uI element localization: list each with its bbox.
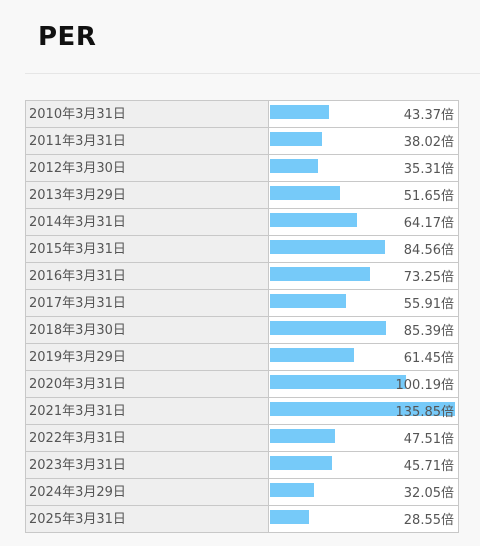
bar-cell: 38.02倍 xyxy=(269,128,458,154)
table-row: 2019年3月29日 61.45倍 xyxy=(26,344,458,371)
per-bar xyxy=(270,510,309,524)
table-row: 2010年3月31日 43.37倍 xyxy=(26,101,458,128)
date-label: 2018年3月30日 xyxy=(26,317,269,343)
bar-cell: 135.85倍 xyxy=(269,398,458,424)
per-value-label: 35.31倍 xyxy=(403,162,454,177)
bar-cell: 32.05倍 xyxy=(269,479,458,505)
date-label: 2013年3月29日 xyxy=(26,182,269,208)
per-value-label: 47.51倍 xyxy=(403,432,454,447)
table-row: 2020年3月31日 100.19倍 xyxy=(26,371,458,398)
bar-cell: 64.17倍 xyxy=(269,209,458,235)
table-row: 2011年3月31日 38.02倍 xyxy=(26,128,458,155)
per-bar xyxy=(270,267,370,281)
per-value-label: 64.17倍 xyxy=(403,216,454,231)
date-label: 2012年3月30日 xyxy=(26,155,269,181)
bar-cell: 51.65倍 xyxy=(269,182,458,208)
per-bar-table: 2010年3月31日 43.37倍 2011年3月31日 38.02倍 2012年3月3… xyxy=(25,100,459,533)
table-row: 2016年3月31日 73.25倍 xyxy=(26,263,458,290)
page-title: PER xyxy=(38,22,97,52)
per-value-label: 85.39倍 xyxy=(403,324,454,339)
per-bar xyxy=(270,240,385,254)
bar-cell: 43.37倍 xyxy=(269,101,458,127)
table-row: 2015年3月31日 84.56倍 xyxy=(26,236,458,263)
per-bar xyxy=(270,159,318,173)
date-label: 2011年3月31日 xyxy=(26,128,269,154)
date-label: 2025年3月31日 xyxy=(26,506,269,532)
table-row: 2024年3月29日 32.05倍 xyxy=(26,479,458,506)
date-label: 2020年3月31日 xyxy=(26,371,269,397)
date-label: 2023年3月31日 xyxy=(26,452,269,478)
date-label: 2016年3月31日 xyxy=(26,263,269,289)
date-label: 2014年3月31日 xyxy=(26,209,269,235)
bar-cell: 61.45倍 xyxy=(269,344,458,370)
per-value-label: 55.91倍 xyxy=(403,297,454,312)
per-bar xyxy=(270,186,340,200)
table-row: 2023年3月31日 45.71倍 xyxy=(26,452,458,479)
per-bar xyxy=(270,348,354,362)
table-row: 2013年3月29日 51.65倍 xyxy=(26,182,458,209)
table-row: 2025年3月31日 28.55倍 xyxy=(26,506,458,533)
per-bar xyxy=(270,483,314,497)
date-label: 2017年3月31日 xyxy=(26,290,269,316)
per-bar xyxy=(270,105,329,119)
per-bar xyxy=(270,321,386,335)
per-value-label: 73.25倍 xyxy=(403,270,454,285)
per-value-label: 84.56倍 xyxy=(403,243,454,258)
per-bar xyxy=(270,294,346,308)
table-row: 2022年3月31日 47.51倍 xyxy=(26,425,458,452)
per-value-label: 32.05倍 xyxy=(403,486,454,501)
bar-cell: 55.91倍 xyxy=(269,290,458,316)
table-row: 2014年3月31日 64.17倍 xyxy=(26,209,458,236)
per-value-label: 43.37倍 xyxy=(403,108,454,123)
per-bar xyxy=(270,132,322,146)
per-bar xyxy=(270,213,357,227)
bar-cell: 47.51倍 xyxy=(269,425,458,451)
table-row: 2021年3月31日 135.85倍 xyxy=(26,398,458,425)
per-bar xyxy=(270,429,335,443)
date-label: 2015年3月31日 xyxy=(26,236,269,262)
table-row: 2017年3月31日 55.91倍 xyxy=(26,290,458,317)
per-value-label: 51.65倍 xyxy=(403,189,454,204)
title-divider xyxy=(25,73,480,74)
per-value-label: 61.45倍 xyxy=(403,351,454,366)
per-value-label: 45.71倍 xyxy=(403,459,454,474)
table-row: 2012年3月30日 35.31倍 xyxy=(26,155,458,182)
per-bar xyxy=(270,375,406,389)
date-label: 2021年3月31日 xyxy=(26,398,269,424)
bar-cell: 28.55倍 xyxy=(269,506,458,532)
date-label: 2019年3月29日 xyxy=(26,344,269,370)
date-label: 2022年3月31日 xyxy=(26,425,269,451)
bar-cell: 85.39倍 xyxy=(269,317,458,343)
per-value-label: 135.85倍 xyxy=(395,405,455,420)
table-row: 2018年3月30日 85.39倍 xyxy=(26,317,458,344)
bar-cell: 45.71倍 xyxy=(269,452,458,478)
bar-cell: 100.19倍 xyxy=(269,371,458,397)
bar-cell: 73.25倍 xyxy=(269,263,458,289)
bar-cell: 35.31倍 xyxy=(269,155,458,181)
per-bar xyxy=(270,402,455,416)
per-value-label: 28.55倍 xyxy=(403,513,454,528)
bar-cell: 84.56倍 xyxy=(269,236,458,262)
per-value-label: 100.19倍 xyxy=(395,378,455,393)
per-bar xyxy=(270,456,332,470)
date-label: 2010年3月31日 xyxy=(26,101,269,127)
date-label: 2024年3月29日 xyxy=(26,479,269,505)
per-value-label: 38.02倍 xyxy=(403,135,454,150)
